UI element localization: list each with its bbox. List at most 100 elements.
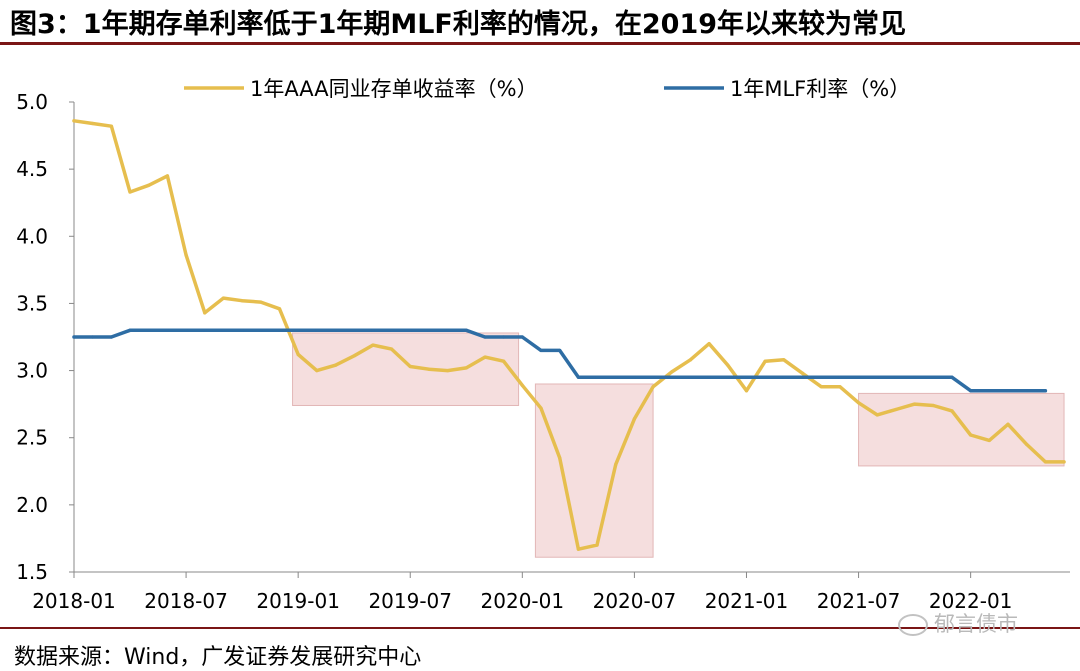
x-tick-label: 2022-01 <box>929 589 1013 613</box>
cd-yield-point <box>502 359 506 363</box>
mlf-rate-line <box>72 328 1048 393</box>
y-tick-label: 1.5 <box>16 560 48 584</box>
cd-yield-point <box>1062 460 1066 464</box>
mlf-rate-point <box>856 375 861 379</box>
mlf-rate-point <box>894 375 898 379</box>
mlf-rate-point <box>296 328 300 332</box>
cd-yield-line <box>72 119 1066 551</box>
title-divider <box>0 42 1080 45</box>
cd-yield-point <box>539 406 543 410</box>
mlf-rate-point <box>931 375 935 379</box>
mlf-rate-point <box>408 328 412 332</box>
y-tick-label: 4.5 <box>16 157 48 181</box>
cd-yield-point <box>632 417 637 421</box>
mlf-rate-point <box>483 335 487 339</box>
cd-yield-point <box>614 462 618 467</box>
mlf-rate-point <box>838 375 842 379</box>
legend-mlf-label: 1年MLF利率（%） <box>730 77 910 101</box>
mlf-rate-point <box>763 375 767 379</box>
y-tick-label: 4.0 <box>16 224 48 248</box>
cd-yield-point <box>950 409 954 413</box>
mlf-rate-point <box>1006 389 1010 393</box>
cd-yield-point <box>427 367 431 371</box>
cd-yield-point <box>483 355 487 359</box>
cd-yield-point <box>91 121 95 126</box>
mlf-rate-point <box>72 335 76 339</box>
figure-title: 图3：1年期存单利率低于1年期MLF利率的情况，在2019年以来较为常见 <box>10 9 907 40</box>
cd-yield-point <box>969 433 973 437</box>
highlight-regions <box>292 332 1065 558</box>
cd-yield-point <box>894 407 898 412</box>
data-source: 数据来源：Wind，广发证券发展研究中心 <box>14 645 422 670</box>
mlf-rate-point <box>987 389 991 393</box>
highlight-2020 <box>534 383 654 558</box>
mlf-rate-point <box>277 328 282 332</box>
cd-yield-point <box>72 119 76 123</box>
y-tick-label: 3.0 <box>16 359 48 383</box>
cd-yield-point <box>165 174 169 178</box>
mlf-rate-point <box>184 328 188 332</box>
cd-yield-point <box>875 413 879 417</box>
mlf-rate-point <box>203 328 207 332</box>
x-tick-label: 2021-01 <box>705 589 789 613</box>
watermark: 郁言债市 <box>898 608 1018 638</box>
cd-yield-point <box>389 347 394 351</box>
cd-yield-point <box>763 359 767 363</box>
mlf-rate-point <box>427 328 431 332</box>
mlf-rate-point <box>707 375 711 379</box>
cd-yield-point <box>800 371 805 375</box>
mlf-rate-point <box>819 375 823 379</box>
x-tick-label: 2020-07 <box>593 589 677 613</box>
mlf-rate-point <box>726 375 730 379</box>
mlf-rate-point <box>389 328 394 332</box>
cd-yield-point <box>147 183 151 187</box>
cd-yield-point <box>221 296 226 300</box>
x-tick-label: 2018-01 <box>32 589 116 613</box>
mlf-rate-point <box>558 348 562 353</box>
mlf-rate-point <box>464 328 468 332</box>
mlf-rate-point <box>875 375 879 379</box>
mlf-rate-point <box>800 375 805 379</box>
y-tick-label: 2.5 <box>16 426 48 450</box>
highlight-2019 <box>292 332 520 406</box>
y-tick-label: 3.5 <box>16 291 48 315</box>
cd-yield-point <box>352 354 356 358</box>
mlf-rate-point <box>240 328 244 332</box>
mlf-rate-point <box>502 335 506 339</box>
mlf-rate-point <box>128 328 132 332</box>
mlf-rate-point <box>259 328 263 332</box>
cd-yield-point <box>296 352 300 357</box>
mlf-rate-point <box>782 375 786 379</box>
mlf-rate-point <box>913 375 917 379</box>
cd-yield-point <box>408 364 412 369</box>
mlf-rate-point <box>91 335 95 339</box>
x-tick-label: 2018-07 <box>144 589 228 613</box>
cd-yield-point <box>315 368 319 373</box>
mlf-rate-point <box>221 328 226 332</box>
cd-yield-point <box>670 370 674 374</box>
mlf-rate-point <box>165 328 169 332</box>
mlf-rate-point <box>614 375 618 379</box>
cd-yield-point <box>707 342 711 346</box>
mlf-rate-point <box>352 328 356 332</box>
mlf-rate-point <box>1043 389 1047 393</box>
cd-yield-point <box>240 299 244 303</box>
mlf-rate-point <box>315 328 319 332</box>
mlf-rate-point <box>632 375 637 379</box>
mlf-rate-point <box>539 348 543 353</box>
mlf-rate-point <box>576 375 580 379</box>
cd-yield-point <box>464 366 468 370</box>
cd-yield-point <box>819 385 823 389</box>
cd-yield-point <box>1025 442 1029 447</box>
cd-yield-point <box>931 403 935 408</box>
cd-yield-point <box>277 307 282 311</box>
cd-yield-point <box>184 253 188 257</box>
mlf-rate-point <box>371 328 375 332</box>
cd-yield-point <box>203 311 207 315</box>
x-tick-label: 2019-07 <box>368 589 452 613</box>
mlf-rate-point <box>595 375 599 379</box>
mlf-rate-point <box>744 375 749 379</box>
cd-yield-point <box>838 385 842 389</box>
cd-yield-point <box>651 385 655 389</box>
legend-cd-label: 1年AAA同业存单收益率（%） <box>250 77 538 101</box>
